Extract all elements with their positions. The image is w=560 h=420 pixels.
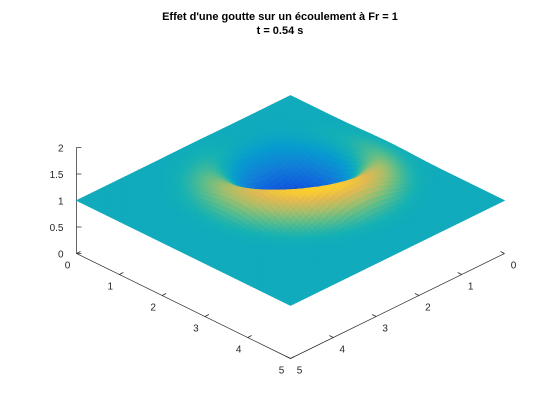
x-tick-label: 3 [193, 324, 199, 335]
y-tick-mark [457, 272, 462, 275]
y-tick-label: 1 [468, 282, 474, 293]
z-tick-label: 1 [58, 197, 64, 208]
y-tick-label: 5 [297, 366, 303, 377]
y-tick-mark [500, 251, 505, 254]
y-tick-mark [329, 335, 334, 338]
chart-title-line-1: Effet d'une goutte sur un écoulement à F… [162, 11, 398, 23]
axes-layer [76, 147, 505, 359]
y-tick-label: 3 [382, 324, 388, 335]
x-tick-label: 5 [279, 366, 285, 377]
z-tick-label: 0 [58, 250, 64, 261]
y-tick-label: 0 [511, 261, 517, 272]
chart-title-line-2: t = 0.54 s [256, 25, 304, 37]
y-axis-line [290, 253, 505, 359]
x-tick-mark [119, 272, 124, 275]
x-tick-label: 0 [65, 261, 71, 272]
x-tick-label: 4 [236, 345, 242, 356]
x-tick-label: 2 [150, 303, 156, 314]
z-tick-label: 2 [58, 144, 64, 155]
x-tick-label: 1 [108, 282, 114, 293]
x-axis-line [76, 253, 291, 359]
y-tick-mark [414, 293, 420, 296]
y-tick-label: 4 [340, 345, 346, 356]
x-tick-mark [161, 293, 167, 296]
x-tick-mark [247, 335, 252, 338]
y-tick-mark [371, 314, 377, 317]
x-tick-mark [290, 356, 295, 359]
y-tick-mark [286, 356, 291, 359]
surface-layer [75, 95, 506, 306]
y-tick-label: 2 [425, 303, 431, 314]
x-tick-mark [204, 314, 210, 317]
z-tick-label: 1.5 [50, 170, 64, 181]
z-tick-label: 0.5 [50, 223, 64, 234]
